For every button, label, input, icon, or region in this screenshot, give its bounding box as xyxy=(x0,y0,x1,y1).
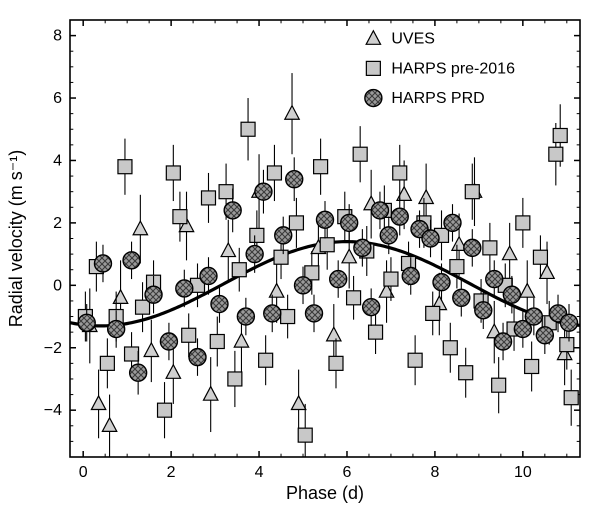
legend-label: HARPS pre-2016 xyxy=(391,60,515,77)
x-axis-label: Phase (d) xyxy=(286,483,364,503)
ytick-label: 0 xyxy=(53,277,62,294)
xtick-label: 0 xyxy=(79,464,88,481)
rv-phase-chart: 0 2 4 6 8 10 −4 −2 0 2 4 6 8 Phase (d) Radial velocity… xyxy=(0,0,600,517)
legend-label: UVES xyxy=(391,31,435,48)
xtick-label: 2 xyxy=(167,464,176,481)
ytick-label: −2 xyxy=(44,340,62,357)
xtick-label: 8 xyxy=(430,464,439,481)
xtick-label: 10 xyxy=(514,464,532,481)
xtick-label: 6 xyxy=(343,464,352,481)
legend: UVES HARPS pre-2016 HARPS PRD xyxy=(365,31,515,107)
data-layer xyxy=(70,73,580,466)
ytick-label: 8 xyxy=(53,28,62,45)
ytick-label: −4 xyxy=(44,402,62,419)
legend-item: HARPS PRD xyxy=(365,90,485,108)
ytick-label: 6 xyxy=(53,90,62,107)
series-harps-prd xyxy=(78,157,577,394)
legend-label: HARPS PRD xyxy=(391,90,484,107)
y-axis-label: Radial velocity (m s⁻¹) xyxy=(6,150,26,328)
legend-item: UVES xyxy=(366,31,435,48)
legend-item: HARPS pre-2016 xyxy=(366,60,515,77)
ytick-label: 4 xyxy=(53,152,62,169)
xtick-label: 4 xyxy=(255,464,264,481)
ytick-label: 2 xyxy=(53,215,62,232)
